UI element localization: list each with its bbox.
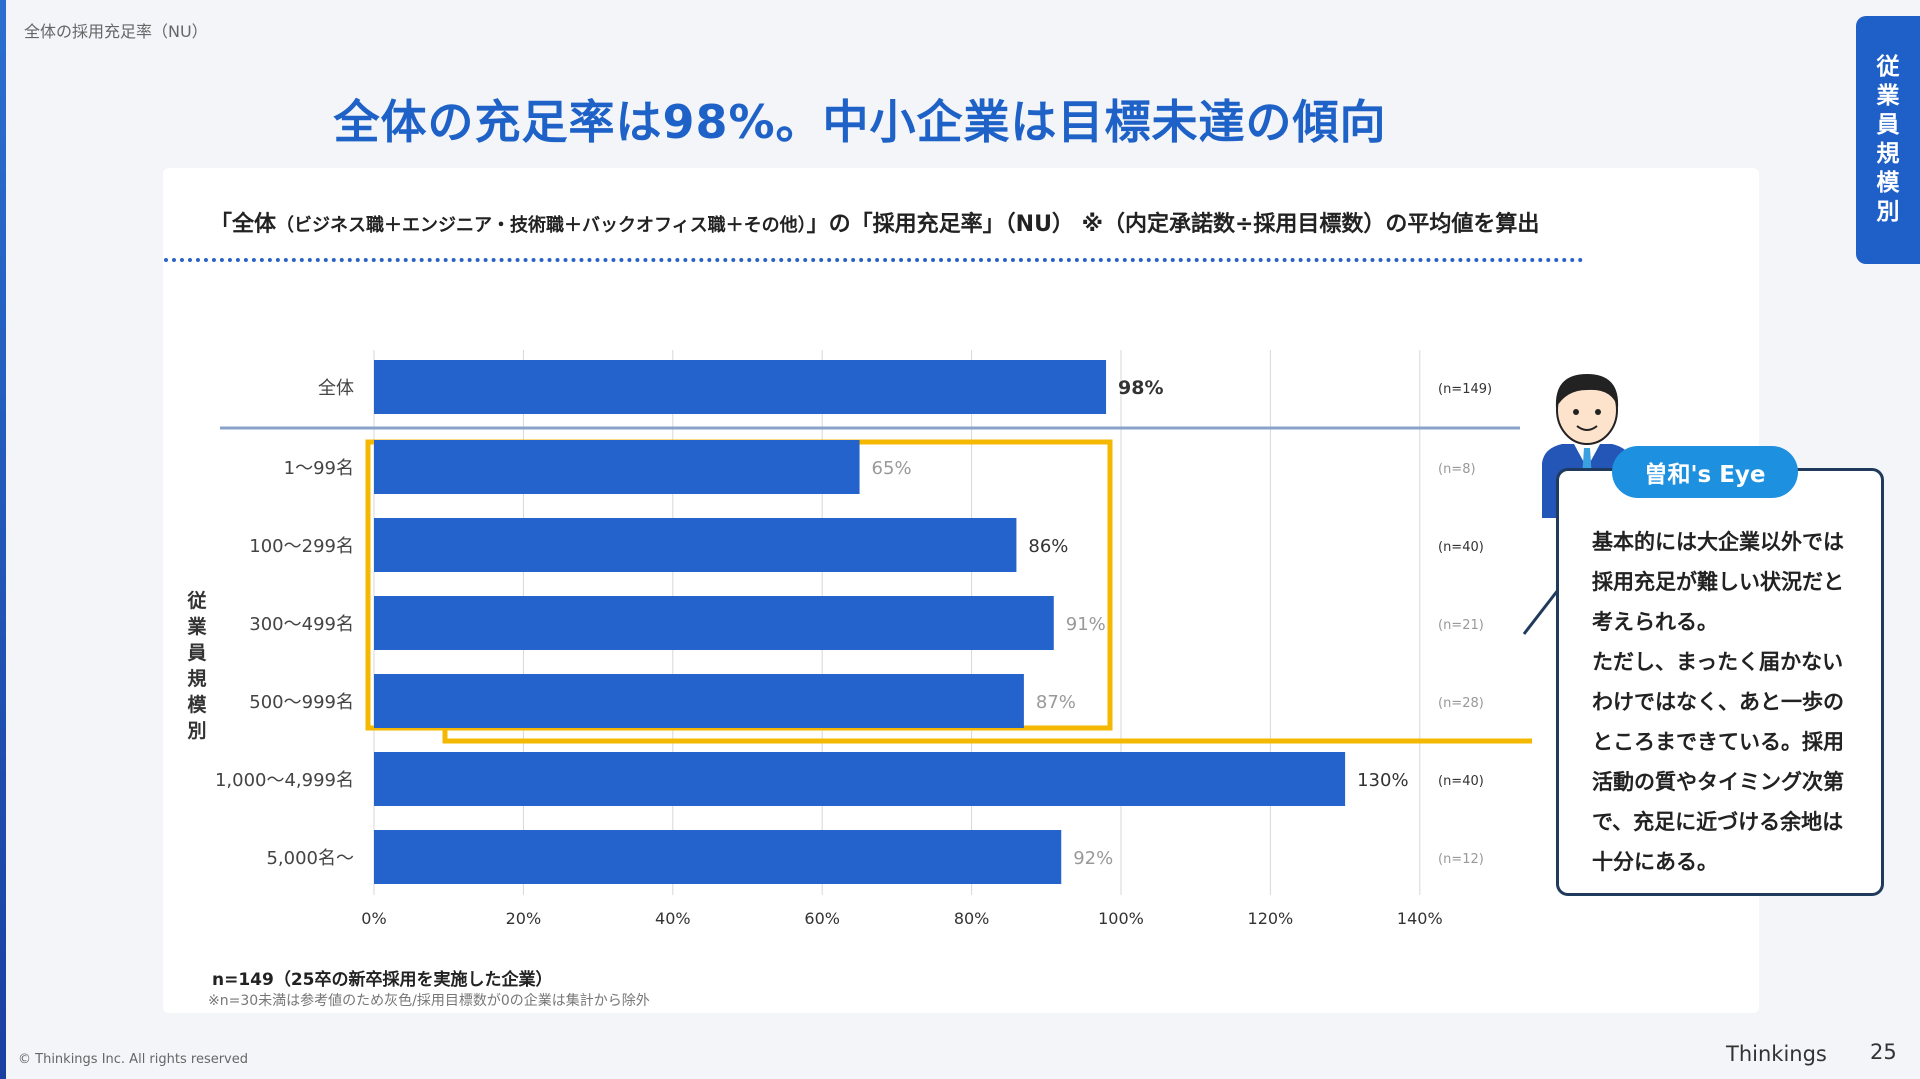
bar (374, 596, 1054, 650)
bar (374, 674, 1024, 728)
callout-text: 基本的には大企業以外では 採用充足が難しい状況だと 考えられる。ただし、まったく届か… (1592, 522, 1882, 882)
sample-size-label: (n=12) (1438, 852, 1484, 867)
callout-line: で、充足に近づける余地は (1592, 810, 1844, 834)
data-label: 130% (1357, 770, 1408, 791)
subtitle-part-a: 「全体 (210, 212, 277, 237)
sample-size-label: (n=21) (1438, 618, 1484, 633)
subtitle-part-c: 」の「採用充足率」（NU） ※（内定承諾数÷採用目標数）の平均値を算出 (806, 212, 1540, 237)
callout-box (1556, 468, 1884, 896)
left-accent-bar (0, 0, 6, 1079)
bar (374, 830, 1062, 884)
category-label: 500〜999名 (249, 692, 354, 713)
side-tab-char: 別 (1876, 199, 1900, 225)
data-label: 65% (872, 458, 912, 479)
bar (374, 752, 1346, 806)
side-tab-char: 模 (1876, 170, 1900, 196)
x-tick-label: 120% (1248, 909, 1294, 928)
callout-line: 活動の質やタイミング次第 (1592, 770, 1844, 794)
y-axis-label-char: 別 (187, 720, 207, 742)
callout-line: 考えられる。 (1592, 610, 1718, 634)
y-axis-label: 従業員規模別 (182, 588, 212, 744)
data-label: 86% (1028, 536, 1068, 557)
x-tick-label: 0% (361, 909, 386, 928)
callout-line: わけではなく、あと一歩の (1592, 690, 1844, 714)
sample-size-label: (n=28) (1438, 696, 1484, 711)
bar (374, 360, 1107, 414)
sample-size-label: (n=8) (1438, 462, 1476, 477)
brand-name: Thinkings (1726, 1042, 1827, 1066)
x-tick-label: 60% (804, 909, 840, 928)
sample-size-label: (n=149) (1438, 382, 1492, 397)
x-tick-label: 80% (954, 909, 990, 928)
category-label: 1〜99名 (284, 458, 354, 479)
chart-subtitle: 「全体（ビジネス職＋エンジニア・技術職＋バックオフィス職＋その他）」の「採用充足… (210, 206, 1539, 238)
x-tick-label: 20% (506, 909, 542, 928)
sample-note: n=149（25卒の新卒採用を実施した企業） (212, 970, 553, 990)
copyright: © Thinkings Inc. All rights reserved (18, 1052, 249, 1067)
callout-line: 基本的には大企業以外では (1592, 530, 1844, 554)
callout-line: ただし、まったく届かない (1592, 650, 1844, 674)
data-label: 87% (1036, 692, 1076, 713)
category-label: 5,000名〜 (266, 848, 354, 869)
y-axis-label-char: 従 (187, 590, 207, 612)
subtitle-divider (164, 258, 1584, 262)
side-tab-char: 従 (1876, 54, 1900, 80)
callout-badge: 曽和's Eye (1612, 446, 1798, 498)
side-tab-char: 業 (1876, 83, 1900, 109)
data-label: 92% (1073, 848, 1113, 869)
callout-pointer (1522, 590, 1560, 635)
category-label: 全体 (318, 378, 354, 399)
category-label: 1,000〜4,999名 (215, 770, 354, 791)
reference-note: ※n=30未満は参考値のため灰色/採用目標数が0の企業は集計から除外 (208, 993, 650, 1009)
callout-line: 採用充足が難しい状況だと (1592, 570, 1844, 594)
breadcrumb: 全体の採用充足率（NU） (24, 22, 208, 41)
bar (374, 440, 860, 494)
x-tick-label: 100% (1098, 909, 1144, 928)
page-title: 全体の充足率は98%。中小企業は目標未達の傾向 (333, 95, 1387, 149)
data-label: 91% (1066, 614, 1106, 635)
side-tab-char: 規 (1876, 141, 1900, 167)
data-label: 98% (1118, 377, 1163, 399)
category-label: 300〜499名 (249, 614, 354, 635)
bar (374, 518, 1017, 572)
side-tab[interactable]: 従業員規模別 (1856, 16, 1920, 264)
y-axis-label-char: 規 (187, 668, 207, 690)
y-axis-label-char: 模 (187, 694, 207, 716)
sample-size-label: (n=40) (1438, 774, 1484, 789)
side-tab-char: 員 (1876, 112, 1900, 138)
highlight-connector (442, 728, 1532, 744)
callout-line: 十分にある。 (1592, 850, 1718, 874)
category-label: 100〜299名 (249, 536, 354, 557)
sample-size-label: (n=40) (1438, 540, 1484, 555)
x-tick-label: 140% (1397, 909, 1443, 928)
x-tick-label: 40% (655, 909, 691, 928)
callout-line: ところまできている。採用 (1592, 730, 1844, 754)
page-number: 25 (1870, 1040, 1897, 1064)
y-axis-label-char: 員 (187, 642, 207, 664)
y-axis-label-char: 業 (187, 616, 207, 638)
subtitle-part-b: （ビジネス職＋エンジニア・技術職＋バックオフィス職＋その他） (276, 215, 807, 236)
